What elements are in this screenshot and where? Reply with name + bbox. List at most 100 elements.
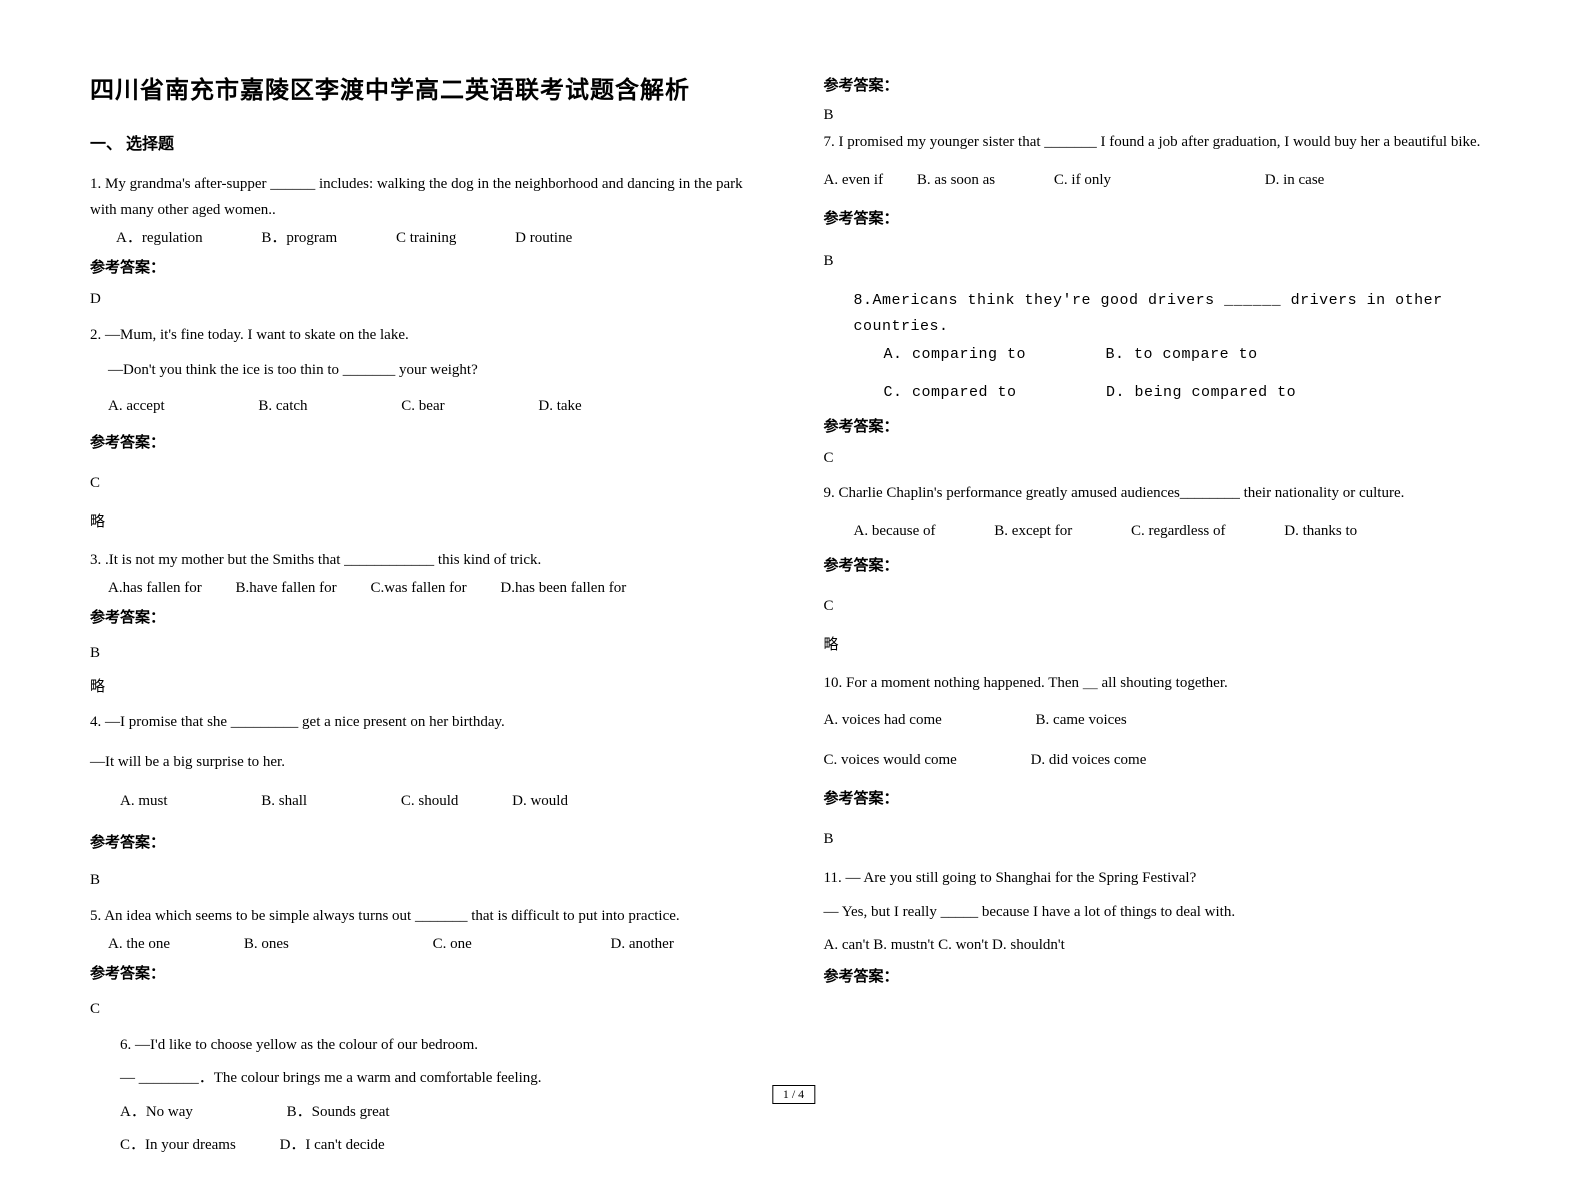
page-number: 1 / 4 <box>772 1085 815 1104</box>
question-9: 9. Charlie Chaplin's performance greatly… <box>824 481 1498 659</box>
q6-answer: B <box>824 107 1498 124</box>
q10-opt-a: A. voices had come <box>824 708 942 734</box>
q2-line1: 2. —Mum, it's fine today. I want to skat… <box>90 323 764 349</box>
q2-opt-d: D. take <box>538 394 581 420</box>
q4-line1: 4. —I promise that she _________ get a n… <box>90 710 764 736</box>
q6-options-row1: A．No way B．Sounds great <box>120 1100 764 1126</box>
q2-opt-a: A. accept <box>108 394 165 420</box>
q5-answer: C <box>90 997 764 1023</box>
q4-line2: —It will be a big surprise to her. <box>90 750 764 776</box>
page-title: 四川省南充市嘉陵区李渡中学高二英语联考试题含解析 <box>90 70 764 105</box>
q9-options: A. because of B. except for C. regardles… <box>824 519 1498 545</box>
question-8: 8.Americans think they're good drivers _… <box>824 288 1498 405</box>
q5-text: 5. An idea which seems to be simple alwa… <box>90 904 764 930</box>
q11-line1: 11. — Are you still going to Shanghai fo… <box>824 866 1498 892</box>
q1-opt-c: C training <box>396 226 456 252</box>
q8-opt-d: D. being compared to <box>1106 380 1296 406</box>
q7-opt-d: D. in case <box>1265 168 1325 194</box>
q5-answer-label: 参考答案： <box>90 962 764 988</box>
q2-opt-b: B. catch <box>258 394 307 420</box>
q10-options-row2: C. voices would come D. did voices come <box>824 748 1498 774</box>
q8-answer: C <box>824 450 1498 467</box>
q2-note: 略 <box>90 510 764 536</box>
q2-opt-c: C. bear <box>401 394 444 420</box>
q10-answer-label: 参考答案： <box>824 787 1498 813</box>
question-11: 11. — Are you still going to Shanghai fo… <box>824 866 1498 990</box>
question-1: 1. My grandma's after-supper ______ incl… <box>90 172 764 313</box>
q7-opt-c: C. if only <box>1054 168 1111 194</box>
q3-opt-a: A.has fallen for <box>108 576 202 602</box>
q4-opt-a: A. must <box>120 789 168 815</box>
q6-line1: 6. —I'd like to choose yellow as the col… <box>120 1033 764 1059</box>
q9-answer: C <box>824 594 1498 620</box>
q7-opt-b: B. as soon as <box>917 168 995 194</box>
q10-options-row1: A. voices had come B. came voices <box>824 708 1498 734</box>
q9-answer-label: 参考答案： <box>824 554 1498 580</box>
q11-options: A. can't B. mustn't C. won't D. shouldn'… <box>824 933 1498 959</box>
q7-options: A. even if B. as soon as C. if only D. i… <box>824 168 1498 194</box>
q11-line2: — Yes, but I really _____ because I have… <box>824 900 1498 926</box>
q5-opt-c: C. one <box>433 932 472 958</box>
q4-options: A. must B. shall C. should D. would <box>90 789 764 815</box>
q8-opt-a: A. comparing to <box>884 342 1027 368</box>
q5-opt-d: D. another <box>611 932 674 958</box>
q6-opt-d: D．I can't decide <box>280 1133 385 1159</box>
q8-answer-label: 参考答案： <box>824 415 1498 436</box>
right-column: 参考答案： B 7. I promised my younger sister … <box>824 70 1498 1169</box>
q1-options: A．regulation B．program C training D rout… <box>90 226 764 252</box>
q3-opt-d: D.has been fallen for <box>500 576 626 602</box>
exam-page: 四川省南充市嘉陵区李渡中学高二英语联考试题含解析 一、 选择题 1. My gr… <box>0 0 1587 1189</box>
q7-opt-a: A. even if <box>824 168 884 194</box>
q3-answer-label: 参考答案： <box>90 606 764 632</box>
q9-text: 9. Charlie Chaplin's performance greatly… <box>824 481 1498 507</box>
question-4: 4. —I promise that she _________ get a n… <box>90 710 764 894</box>
q2-answer-label: 参考答案： <box>90 431 764 457</box>
q2-line2: —Don't you think the ice is too thin to … <box>90 358 764 384</box>
q3-options: A.has fallen for B.have fallen for C.was… <box>90 576 764 602</box>
q8-options-row2: C. compared to D. being compared to <box>854 380 1498 406</box>
q1-answer-label: 参考答案： <box>90 256 764 282</box>
q8-opt-b: B. to compare to <box>1106 342 1258 368</box>
q4-opt-b: B. shall <box>261 789 307 815</box>
q8-opt-c: C. compared to <box>884 380 1017 406</box>
q1-answer: D <box>90 287 764 313</box>
section-heading: 一、 选择题 <box>90 130 764 154</box>
q10-opt-d: D. did voices come <box>1031 748 1147 774</box>
q6-opt-c: C．In your dreams <box>120 1133 236 1159</box>
q8-text: 8.Americans think they're good drivers _… <box>854 288 1498 339</box>
q9-opt-a: A. because of <box>854 519 936 545</box>
q3-note: 略 <box>90 675 764 701</box>
q6-opt-b: B．Sounds great <box>287 1100 390 1126</box>
question-10: 10. For a moment nothing happened. Then … <box>824 671 1498 853</box>
q3-answer: B <box>90 641 764 667</box>
q1-opt-b: B．program <box>261 226 337 252</box>
q11-answer-label: 参考答案： <box>824 965 1498 991</box>
q10-answer: B <box>824 827 1498 853</box>
q10-opt-b: B. came voices <box>1036 708 1127 734</box>
q9-opt-b: B. except for <box>994 519 1072 545</box>
q3-opt-b: B.have fallen for <box>235 576 336 602</box>
q7-answer-label: 参考答案： <box>824 207 1498 233</box>
question-5: 5. An idea which seems to be simple alwa… <box>90 904 764 1023</box>
q9-opt-d: D. thanks to <box>1284 519 1357 545</box>
q4-answer-label: 参考答案： <box>90 831 764 857</box>
q7-answer: B <box>824 249 1498 275</box>
question-2: 2. —Mum, it's fine today. I want to skat… <box>90 323 764 536</box>
q1-opt-a: A．regulation <box>116 226 203 252</box>
question-3: 3. .It is not my mother but the Smiths t… <box>90 548 764 701</box>
left-column: 四川省南充市嘉陵区李渡中学高二英语联考试题含解析 一、 选择题 1. My gr… <box>90 70 764 1169</box>
q8-options-row1: A. comparing to B. to compare to <box>854 342 1498 368</box>
q6-opt-a: A．No way <box>120 1100 193 1126</box>
q7-text: 7. I promised my younger sister that ___… <box>824 130 1498 156</box>
q2-options: A. accept B. catch C. bear D. take <box>90 394 764 420</box>
q4-answer: B <box>90 868 764 894</box>
q10-text: 10. For a moment nothing happened. Then … <box>824 671 1498 697</box>
q4-opt-c: C. should <box>401 789 459 815</box>
question-6: 6. —I'd like to choose yellow as the col… <box>90 1033 764 1159</box>
q5-options: A. the one B. ones C. one D. another <box>90 932 764 958</box>
q10-opt-c: C. voices would come <box>824 748 957 774</box>
q1-text: 1. My grandma's after-supper ______ incl… <box>90 172 764 223</box>
q9-note: 略 <box>824 633 1498 659</box>
q3-opt-c: C.was fallen for <box>370 576 466 602</box>
q4-opt-d: D. would <box>512 789 568 815</box>
